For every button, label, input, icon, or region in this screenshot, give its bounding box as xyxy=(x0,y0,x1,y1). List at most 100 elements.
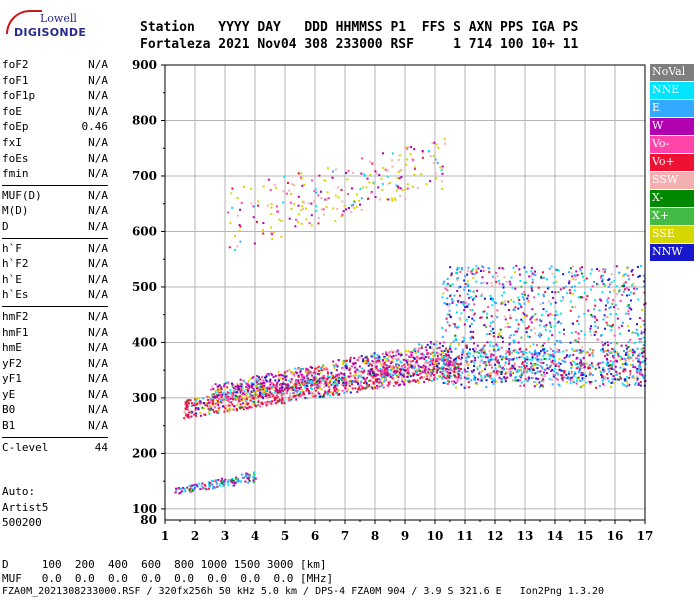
echo-point xyxy=(263,386,266,389)
echo-point xyxy=(226,393,229,396)
echo-point xyxy=(371,369,374,372)
echo-point xyxy=(263,390,266,393)
echo-point xyxy=(421,353,424,356)
echo-point xyxy=(610,352,613,355)
echo-point xyxy=(456,326,459,329)
echo-point xyxy=(362,371,365,374)
echo-point xyxy=(384,168,387,171)
echo-point xyxy=(190,487,193,490)
echo-point xyxy=(357,388,360,391)
echo-point xyxy=(302,367,304,370)
echo-point xyxy=(627,346,630,349)
echo-point xyxy=(580,272,583,275)
echo-point xyxy=(424,362,427,364)
echo-point xyxy=(193,413,196,416)
echo-point xyxy=(380,385,383,388)
echo-point xyxy=(467,303,470,306)
echo-point xyxy=(626,267,629,270)
echo-point xyxy=(624,353,627,356)
echo-point xyxy=(306,388,308,390)
echo-point xyxy=(186,416,189,418)
echo-point xyxy=(328,381,331,384)
echo-point xyxy=(592,354,595,357)
echo-point xyxy=(639,325,642,328)
echo-point xyxy=(642,336,645,339)
echo-point xyxy=(295,381,298,384)
echo-point xyxy=(323,379,326,382)
echo-point xyxy=(257,200,260,203)
echo-point xyxy=(444,287,447,290)
echo-point xyxy=(511,364,514,367)
echo-point xyxy=(355,378,358,380)
echo-point xyxy=(227,399,229,402)
echo-point xyxy=(314,394,317,397)
echo-point xyxy=(210,407,213,410)
echo-point xyxy=(396,363,399,366)
echo-point xyxy=(446,313,449,316)
echo-point xyxy=(407,350,410,353)
echo-point xyxy=(457,373,460,375)
echo-point xyxy=(279,390,282,392)
echo-point xyxy=(613,279,616,282)
echo-point xyxy=(471,298,474,301)
echo-point xyxy=(485,326,488,329)
echo-point xyxy=(280,220,283,222)
echo-point xyxy=(301,200,304,203)
echo-point xyxy=(610,325,613,328)
echo-point xyxy=(626,363,629,366)
echo-point xyxy=(640,264,642,267)
echo-point xyxy=(505,361,508,364)
echo-point xyxy=(520,355,523,358)
echo-point xyxy=(537,334,540,337)
echo-point xyxy=(206,395,209,398)
echo-point xyxy=(621,293,624,296)
echo-point xyxy=(602,377,605,380)
echo-point xyxy=(333,365,336,368)
echo-point xyxy=(604,376,606,378)
echo-point xyxy=(605,315,607,318)
echo-point xyxy=(448,324,451,327)
echo-point xyxy=(480,282,483,285)
echo-point xyxy=(414,380,417,383)
echo-point xyxy=(622,275,625,277)
echo-point xyxy=(513,350,516,353)
echo-point xyxy=(466,280,469,283)
echo-point xyxy=(281,402,284,405)
echo-point xyxy=(319,383,321,386)
echo-point xyxy=(641,375,644,378)
echo-point xyxy=(319,393,322,396)
echo-point xyxy=(311,374,314,377)
echo-point xyxy=(396,366,399,369)
echo-point xyxy=(241,476,244,479)
echo-point xyxy=(569,300,572,303)
echo-point xyxy=(198,401,201,404)
echo-point xyxy=(609,325,612,327)
echo-point xyxy=(458,370,461,373)
echo-point xyxy=(482,266,485,269)
echo-point xyxy=(534,350,537,353)
echo-point xyxy=(449,347,452,350)
echo-point xyxy=(537,286,540,289)
echo-point xyxy=(541,366,544,369)
echo-point xyxy=(602,361,604,364)
param-separator xyxy=(2,184,108,186)
echo-point xyxy=(316,368,319,371)
echo-point xyxy=(293,184,296,187)
echo-point xyxy=(497,333,500,336)
echo-point xyxy=(478,352,481,355)
echo-point xyxy=(223,385,226,388)
echo-point xyxy=(300,368,303,371)
echo-point xyxy=(466,283,469,286)
echo-point xyxy=(528,368,531,371)
echo-point xyxy=(637,369,640,372)
echo-point xyxy=(468,289,470,292)
echo-point xyxy=(401,380,404,383)
x-tick-label: 1 xyxy=(161,529,169,543)
echo-point xyxy=(553,275,556,278)
echo-point xyxy=(398,384,400,387)
echo-point xyxy=(464,301,467,304)
echo-point xyxy=(381,362,384,365)
echo-point xyxy=(534,349,537,352)
echo-point xyxy=(336,384,339,387)
echo-point xyxy=(547,314,550,317)
